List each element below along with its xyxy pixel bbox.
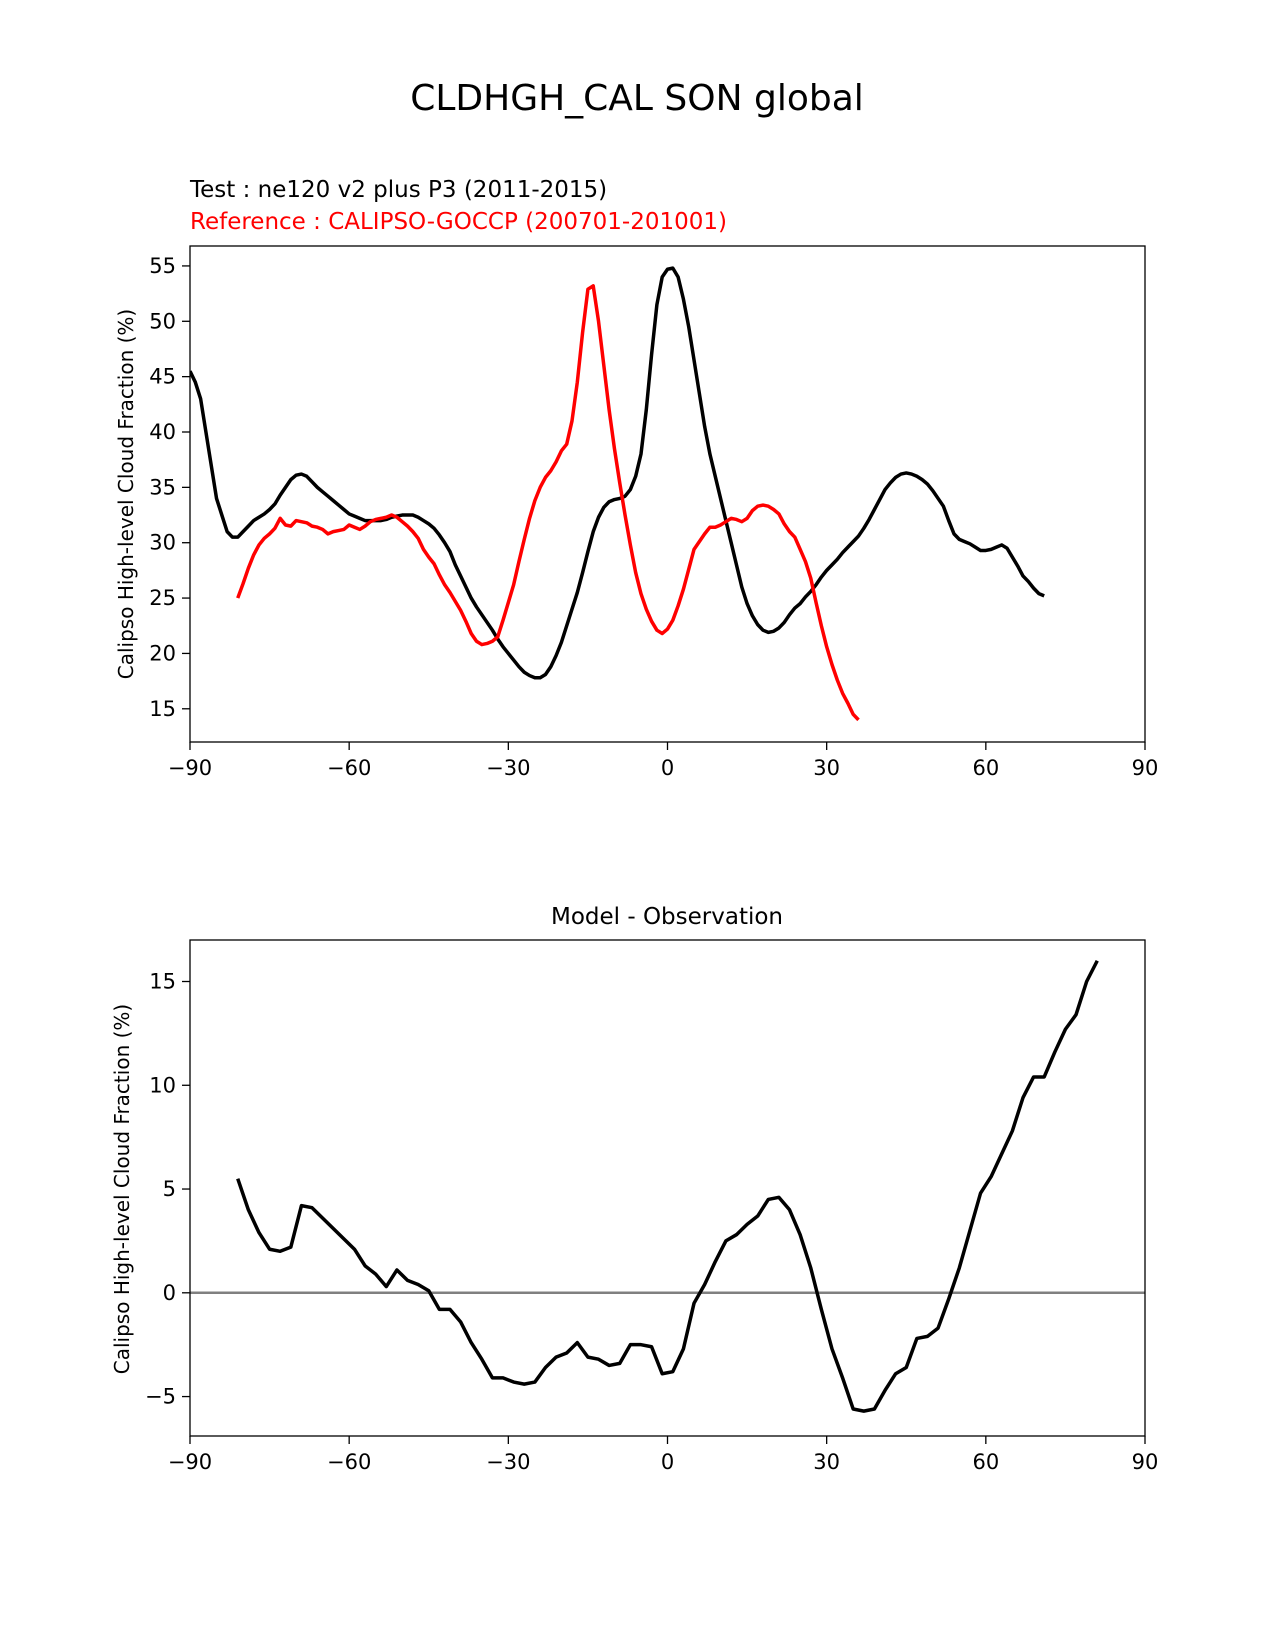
top-x-tick-label: −30 xyxy=(486,756,530,780)
bottom-y-tick-label: −5 xyxy=(145,1385,176,1409)
bottom-x-tick-label: −60 xyxy=(327,1450,371,1474)
bottom-x-tick-label: −30 xyxy=(486,1450,530,1474)
bottom-series-line-test xyxy=(236,959,1099,1413)
top-y-tick-label: 20 xyxy=(149,641,176,665)
bottom-y-tick-label: 10 xyxy=(149,1073,176,1097)
bottom-x-tick-label: 60 xyxy=(972,1450,999,1474)
bottom-x-tick-label: 90 xyxy=(1132,1450,1159,1474)
top-x-tick-label: 30 xyxy=(813,756,840,780)
bottom-chart-title: Model - Observation xyxy=(551,904,783,930)
top-x-tick-label: 60 xyxy=(972,756,999,780)
bottom-y-tick-label: 0 xyxy=(163,1281,176,1305)
top-y-tick-label: 55 xyxy=(149,254,176,278)
bottom-y-tick-label: 15 xyxy=(149,970,176,994)
bottom-y-tick-label: 5 xyxy=(163,1177,176,1201)
figure-title: CLDHGH_CAL SON global xyxy=(410,78,864,119)
top-x-tick-label: 0 xyxy=(661,756,674,780)
top-plot-frame xyxy=(189,245,1146,743)
top-chart: Test : ne120 v2 plus P3 (2011-2015) Refe… xyxy=(114,177,1158,780)
top-y-tick-label: 50 xyxy=(149,309,176,333)
top-y-tick-label: 45 xyxy=(149,365,176,389)
test-label: Test : ne120 v2 plus P3 (2011-2015) xyxy=(189,177,607,203)
bottom-y-axis-label: Calipso High-level Cloud Fraction (%) xyxy=(110,1004,134,1374)
top-y-tick-label: 30 xyxy=(149,531,176,555)
top-x-tick-label: −90 xyxy=(168,756,212,780)
top-x-tick-label: 90 xyxy=(1132,756,1159,780)
bottom-x-tick-label: 0 xyxy=(661,1450,674,1474)
top-y-axis-label: Calipso High-level Cloud Fraction (%) xyxy=(114,309,138,679)
top-y-tick-label: 15 xyxy=(149,697,176,721)
top-series-line-reference xyxy=(236,284,860,722)
top-y-tick-label: 25 xyxy=(149,586,176,610)
bottom-chart: Model - Observation Calipso High-level C… xyxy=(110,904,1158,1474)
top-y-tick-label: 35 xyxy=(149,475,176,499)
bottom-x-tick-label: 30 xyxy=(813,1450,840,1474)
reference-label: Reference : CALIPSO-GOCCP (200701-201001… xyxy=(190,209,727,235)
top-y-tick-label: 40 xyxy=(149,420,176,444)
top-series-line-test xyxy=(190,266,1045,680)
bottom-plot-frame xyxy=(189,939,1146,1437)
top-x-tick-label: −60 xyxy=(327,756,371,780)
bottom-x-tick-label: −90 xyxy=(168,1450,212,1474)
